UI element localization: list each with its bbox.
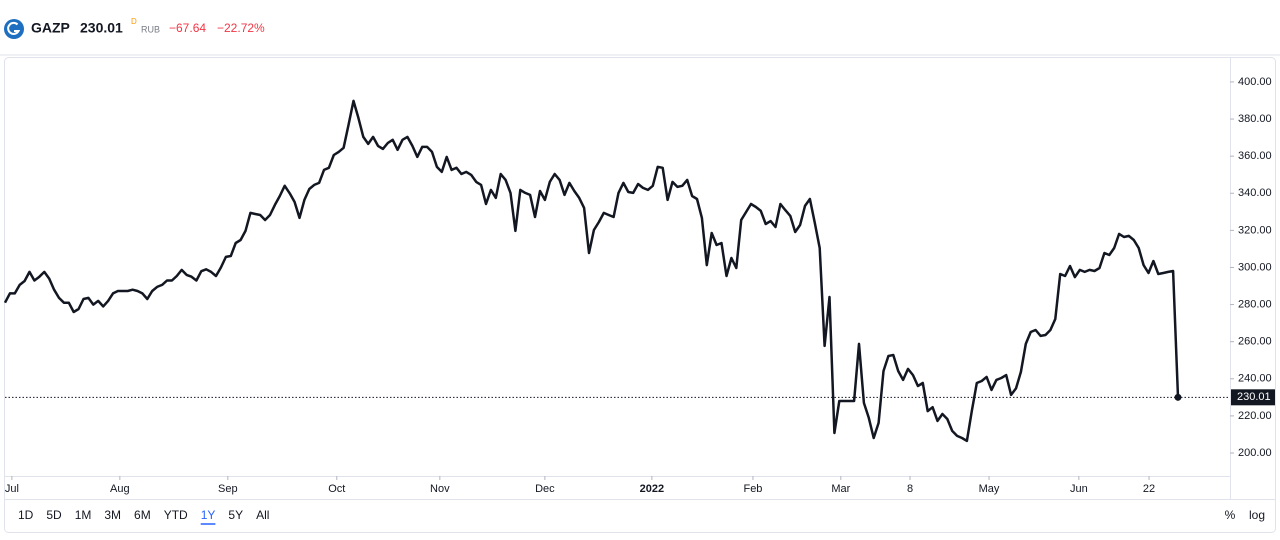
x-tick-label: Jun — [1070, 483, 1088, 495]
x-tick-label: Dec — [535, 483, 555, 495]
range-button[interactable]: All — [256, 508, 269, 522]
last-point — [1174, 393, 1182, 401]
y-tick-label: 360.00 — [1238, 150, 1272, 162]
x-tick-label: Nov — [430, 483, 450, 495]
x-tick-label: Mar — [831, 483, 850, 495]
change-percent: −22.72% — [217, 21, 265, 35]
price: 230.01 — [80, 20, 123, 36]
x-tick-label: Jul — [5, 483, 19, 495]
x-tick-label: 8 — [907, 483, 913, 495]
y-tick-label: 340.00 — [1238, 187, 1272, 199]
y-tick-label: 280.00 — [1238, 298, 1272, 310]
change: −67.64 — [169, 21, 206, 35]
y-tick-label: 400.00 — [1238, 76, 1272, 88]
range-button[interactable]: YTD — [164, 508, 188, 522]
x-tick-label: 22 — [1143, 483, 1155, 495]
chart-frame — [4, 57, 1276, 533]
y-tick-label: 320.00 — [1238, 224, 1272, 236]
range-button[interactable]: 6M — [134, 508, 151, 522]
logo-glyph — [7, 21, 21, 35]
y-tick-label: 300.00 — [1238, 261, 1272, 273]
x-tick-label: 2022 — [640, 483, 664, 495]
range-button[interactable]: 3M — [104, 508, 121, 522]
range-button[interactable]: 1Y — [201, 508, 216, 522]
x-tick-label: Sep — [218, 483, 238, 495]
y-tick-label: 260.00 — [1238, 336, 1272, 348]
x-tick-label: Oct — [328, 483, 345, 495]
x-tick-label: Aug — [110, 483, 130, 495]
last-price-marker — [1231, 389, 1275, 406]
y-tick-label: 240.00 — [1238, 373, 1272, 385]
currency: RUB — [141, 24, 160, 34]
y-tick-label: 220.00 — [1238, 410, 1272, 422]
range-button[interactable]: 5D — [46, 508, 62, 522]
range-button[interactable]: 1D — [18, 508, 34, 522]
last-price-label: 230.01 — [1237, 391, 1271, 403]
interval: D — [131, 17, 137, 26]
x-tick-label: May — [979, 483, 1000, 495]
percent-toggle[interactable]: % — [1225, 508, 1236, 522]
y-tick-label: 380.00 — [1238, 113, 1272, 125]
symbol: GAZP — [31, 20, 70, 36]
y-tick-label: 200.00 — [1238, 447, 1272, 459]
range-button[interactable]: 5Y — [228, 508, 243, 522]
price-line — [3, 99, 1180, 443]
x-tick-label: Feb — [743, 483, 762, 495]
log-toggle[interactable]: log — [1249, 508, 1265, 522]
range-button[interactable]: 1M — [75, 508, 92, 522]
